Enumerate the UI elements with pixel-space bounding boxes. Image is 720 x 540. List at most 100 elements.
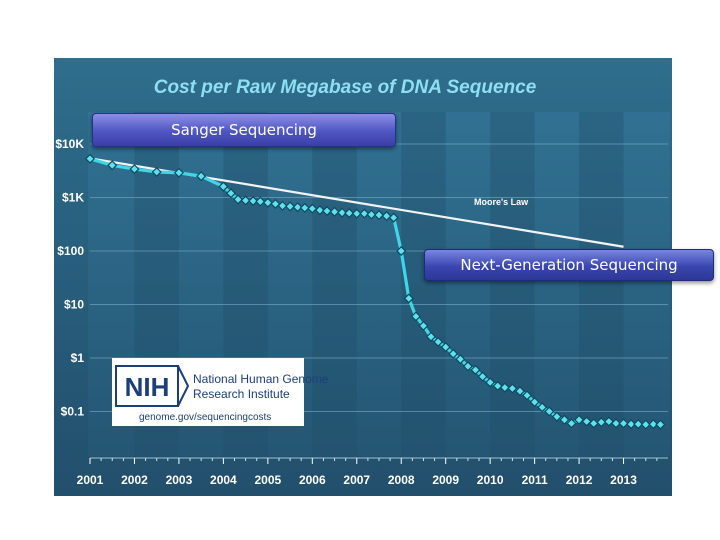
year-band	[490, 112, 535, 456]
data-point	[507, 383, 518, 394]
data-point	[499, 382, 510, 393]
data-point	[307, 203, 318, 214]
y-tick-label: $10	[64, 298, 84, 312]
data-point	[648, 419, 659, 430]
y-tick-label: $10K	[55, 137, 84, 151]
data-point	[470, 364, 481, 375]
x-tick-label: 2010	[477, 473, 504, 487]
year-bands	[134, 112, 624, 456]
data-point	[492, 380, 503, 392]
y-axis: $10K $1K $100 $10 $1 $0.1	[55, 137, 84, 419]
data-point	[129, 164, 140, 175]
data-point	[373, 209, 385, 221]
data-point	[633, 419, 644, 430]
data-point	[559, 414, 570, 425]
nih-logo-arrow	[177, 365, 190, 407]
x-tick-label: 2013	[610, 473, 637, 487]
data-point	[485, 377, 496, 388]
y-tick-label: $1K	[62, 191, 84, 205]
data-point	[344, 208, 355, 219]
x-tick-label: 2012	[566, 473, 593, 487]
year-band	[401, 112, 446, 456]
x-tick-label: 2002	[121, 473, 148, 487]
data-point	[270, 198, 281, 209]
data-point	[522, 390, 533, 401]
data-point	[262, 197, 273, 208]
data-point	[255, 196, 266, 207]
data-point	[618, 418, 629, 429]
data-point	[173, 167, 184, 178]
data-point	[396, 245, 407, 257]
data-point	[433, 336, 444, 347]
x-tick-label: 2008	[388, 473, 415, 487]
data-point	[351, 208, 362, 219]
data-point	[574, 414, 585, 425]
data-point	[462, 361, 473, 372]
x-tick-label: 2004	[210, 473, 237, 487]
data-point	[596, 417, 607, 428]
data-point	[418, 320, 429, 331]
data-point	[410, 311, 421, 322]
data-point	[314, 205, 325, 216]
nih-url: genome.gov/sequencingcosts	[139, 412, 271, 423]
data-point	[337, 207, 348, 218]
data-point	[566, 418, 577, 429]
data-point	[277, 200, 288, 211]
data-point	[403, 293, 414, 304]
data-point	[529, 397, 540, 408]
y-tick-label: $1	[71, 351, 85, 365]
series-layer	[84, 153, 666, 430]
data-point	[248, 195, 259, 207]
data-point	[225, 188, 236, 199]
data-point	[285, 201, 296, 212]
data-point	[655, 419, 666, 430]
data-point	[477, 371, 488, 382]
x-tick-label: 2005	[254, 473, 281, 487]
year-band	[579, 112, 624, 456]
x-axis: 2001 2002 2003 2004 2005 2006 2007 2008 2009 2010…	[77, 457, 668, 487]
data-point	[196, 171, 207, 182]
x-tick-label: 2001	[77, 473, 104, 487]
x-tick-label: 2007	[343, 473, 370, 487]
x-tick-label: 2009	[432, 473, 459, 487]
nih-org-line2: Research Institute	[193, 387, 290, 401]
nih-logo-text: NIH	[125, 372, 170, 402]
data-point	[425, 331, 437, 342]
x-tick-label: 2003	[166, 473, 193, 487]
data-point	[329, 206, 340, 217]
data-point	[640, 419, 651, 430]
data-point	[240, 195, 251, 206]
data-point	[544, 406, 555, 417]
data-point	[366, 209, 377, 220]
data-point	[448, 348, 459, 359]
nih-logo-box	[115, 365, 179, 407]
data-point	[440, 342, 451, 353]
data-point	[151, 166, 162, 178]
data-point	[292, 202, 303, 213]
data-point	[218, 181, 229, 192]
data-point	[107, 160, 118, 171]
data-point	[233, 194, 244, 205]
next-generation-sequencing-callout: Next-Generation Sequencing	[424, 249, 714, 281]
nih-logo-panel: NIH National Human Genome Research Insti…	[112, 358, 329, 426]
data-point	[626, 419, 637, 430]
data-point	[359, 208, 370, 219]
y-tick-label: $0.1	[61, 405, 85, 419]
data-point	[381, 211, 392, 222]
x-tick-label: 2006	[299, 473, 326, 487]
data-point	[299, 202, 310, 213]
data-point	[610, 418, 622, 429]
data-point	[514, 386, 525, 397]
data-point	[551, 411, 562, 422]
data-point	[321, 205, 333, 217]
data-point	[537, 402, 548, 413]
chart-title: Cost per Raw Megabase of DNA Sequence	[154, 77, 537, 98]
year-band	[312, 112, 357, 456]
data-point	[581, 416, 592, 427]
y-tick-label: $100	[57, 244, 84, 258]
nih-org-line1: National Human Genome	[193, 372, 329, 386]
sanger-sequencing-callout: Sanger Sequencing	[92, 113, 396, 147]
annotation-moores-law: Moore's Law	[474, 197, 529, 207]
data-point	[388, 212, 399, 223]
data-point	[603, 416, 614, 427]
